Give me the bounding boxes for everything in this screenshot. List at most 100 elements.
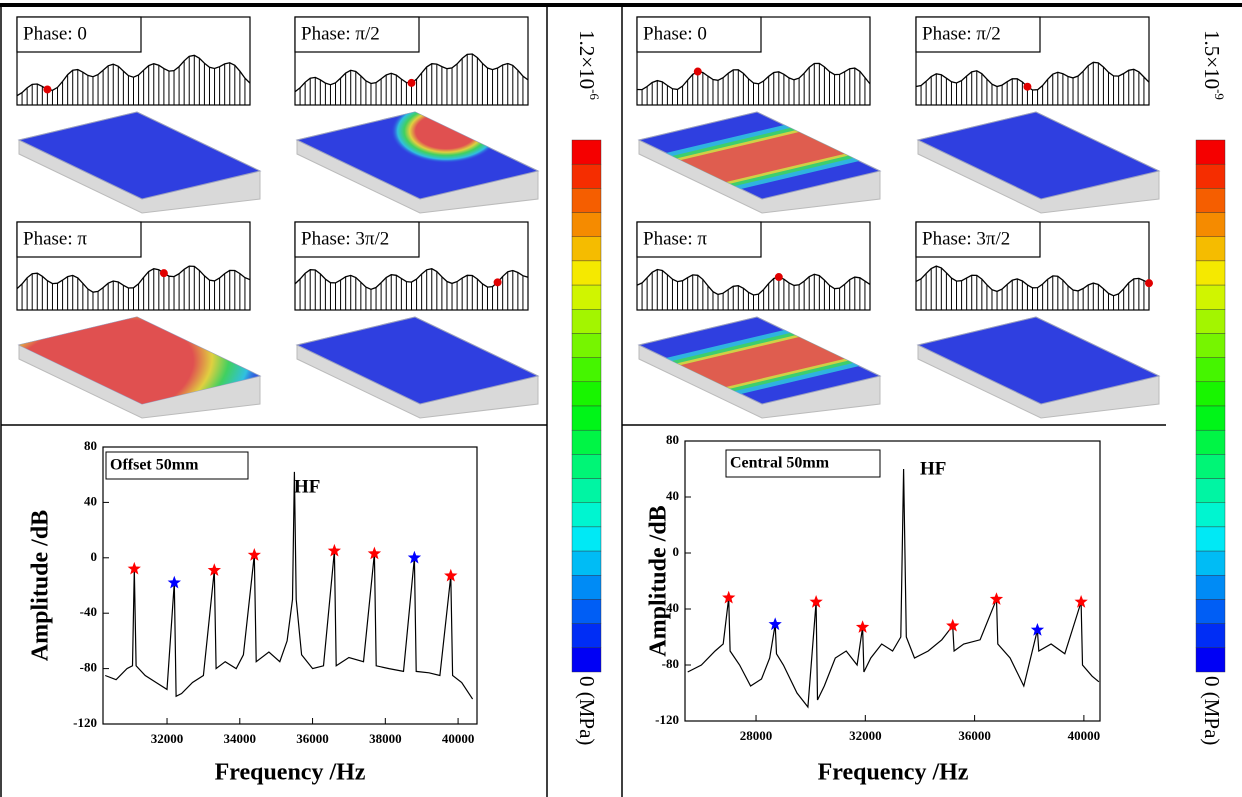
annotation: Offset 50mm (110, 457, 199, 474)
colorbar-max-base: 1.2×10 (575, 30, 599, 89)
phase-label: Phase: 0 (23, 23, 87, 44)
phase-label: Phase: 3π/2 (301, 228, 389, 249)
phase-label-box (915, 221, 1041, 258)
phase-label: Phase: π (23, 228, 87, 249)
colorbar-band (1195, 284, 1226, 310)
colorbar-max-base: 1.5×10 (1200, 30, 1224, 89)
colorbar-band (1195, 575, 1226, 600)
colorbar-band (1195, 163, 1226, 189)
phase-dot (493, 278, 502, 287)
y-tick-label: -40 (662, 600, 679, 615)
y-tick-label: -120 (655, 712, 679, 727)
colorbar-band (1195, 236, 1226, 262)
colorbar-band (1195, 333, 1226, 358)
peak-marker (768, 617, 782, 631)
colorbar-band (1195, 647, 1226, 673)
colorbar-band (1195, 309, 1226, 334)
phase-dot (1023, 82, 1032, 91)
waveform (16, 54, 251, 97)
peak-marker (367, 546, 382, 560)
phase-dot (774, 273, 783, 282)
plot-frame (684, 440, 1101, 722)
phase-label-box (915, 16, 1041, 53)
colorbar-band (571, 550, 602, 576)
colorbar-max-label: 1.2×10-6 (575, 30, 602, 100)
phase-label: Phase: π/2 (922, 23, 1001, 44)
colorbar-band (1195, 454, 1226, 479)
annotation: HF (920, 458, 946, 479)
colorbar-band (1195, 478, 1226, 503)
phase-dot (1145, 279, 1153, 288)
colorbar-band (571, 623, 602, 649)
plate-field (391, 112, 501, 164)
y-tick-label: -80 (80, 660, 97, 675)
plate (17, 111, 262, 200)
colorbar-band (1195, 139, 1226, 165)
colorbar-band (571, 575, 602, 600)
colorbar-band (571, 284, 602, 310)
colorbar-band (571, 405, 602, 431)
colorbar-band (571, 502, 602, 528)
phase-label: Phase: π (643, 228, 707, 249)
colorbar-band (571, 454, 602, 479)
x-tick-label: 34000 (224, 731, 257, 746)
colorbar-band (1195, 212, 1226, 237)
waveform (636, 62, 871, 91)
colorbar-band (571, 381, 602, 407)
x-axis-label: Frequency /Hz (818, 760, 969, 786)
colorbar-band (571, 599, 602, 624)
annotation-box (725, 449, 881, 478)
y-tick-label: 80 (84, 438, 97, 453)
colorbar-band (571, 333, 602, 358)
stress-spot (391, 112, 501, 164)
peak-marker (407, 550, 422, 564)
waveform (16, 265, 251, 293)
annotation: Central 50mm (730, 455, 830, 472)
colorbar-band (1195, 405, 1226, 431)
colorbar-max-label: 1.5×10-9 (1200, 30, 1227, 100)
colorbar-band (571, 212, 602, 237)
annotation-box (105, 451, 249, 480)
plot-frame (102, 446, 478, 725)
stress-band (669, 334, 857, 390)
peak-marker (127, 561, 141, 575)
colorbar-band (571, 309, 602, 334)
y-tick-label: 80 (666, 432, 679, 447)
peak-marker (207, 563, 221, 576)
waveform (915, 265, 1150, 297)
colorbar-band (571, 236, 602, 262)
x-tick-label: 38000 (369, 731, 402, 746)
waveform (636, 268, 871, 296)
phase-label-box (636, 16, 762, 53)
x-tick-label: 40000 (442, 731, 475, 746)
colorbar-max-exponent: -9 (1212, 89, 1227, 100)
x-tick-label: 40000 (1068, 728, 1101, 743)
colorbar-band (1195, 188, 1226, 213)
phase-dot (159, 269, 168, 278)
y-tick-label: 0 (91, 549, 98, 564)
peak-marker (247, 548, 261, 561)
colorbar-band (571, 478, 602, 503)
x-tick-label: 32000 (849, 728, 882, 743)
phase-dot (693, 67, 702, 76)
x-axis-label: Frequency /Hz (215, 760, 366, 786)
phase-label: Phase: 3π/2 (922, 228, 1010, 249)
colorbar-max-exponent: -6 (587, 89, 602, 100)
colorbar-band (1195, 550, 1226, 576)
peak-marker (327, 543, 341, 557)
x-tick-label: 36000 (958, 728, 991, 743)
phase-label: Phase: 0 (643, 23, 707, 44)
colorbar-band (571, 139, 602, 165)
phase-label-box (636, 221, 762, 258)
waveform (915, 61, 1150, 91)
colorbar-min-label: 0 (MPa) (575, 676, 599, 745)
colorbar-band (1195, 381, 1226, 407)
colorbar-band (1195, 526, 1226, 552)
x-tick-label: 32000 (151, 731, 184, 746)
stress-band (669, 129, 857, 185)
y-tick-label: 40 (666, 488, 679, 503)
y-axis-label: Amplitude /dB (646, 505, 672, 656)
peak-marker (809, 595, 823, 608)
colorbar-band (571, 188, 602, 213)
